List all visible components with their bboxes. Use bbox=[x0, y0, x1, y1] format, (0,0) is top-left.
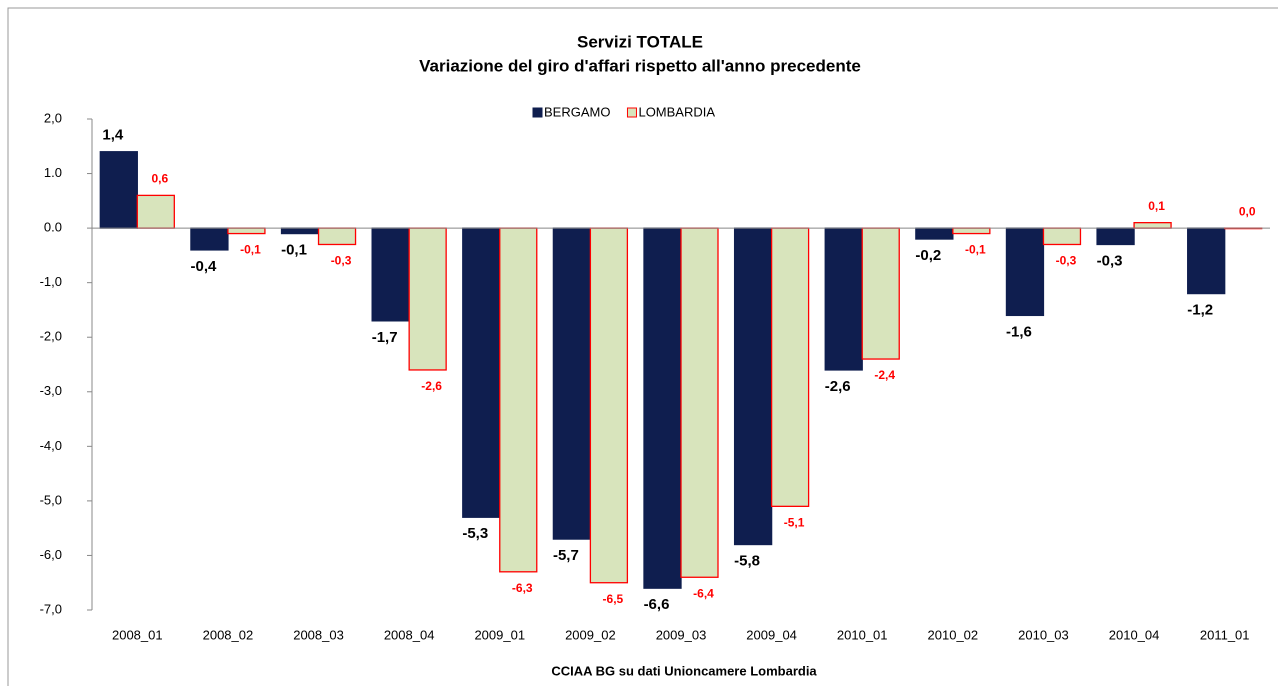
value-label: -0,3 bbox=[1056, 254, 1077, 268]
value-label: -5,7 bbox=[553, 547, 579, 564]
y-tick-label: -7,0 bbox=[40, 601, 62, 616]
chart-subtitle: Variazione del giro d'affari rispetto al… bbox=[419, 56, 861, 75]
y-tick-label: -1,0 bbox=[40, 274, 62, 289]
x-tick-label: 2010_02 bbox=[928, 627, 979, 642]
y-tick-label: -2,0 bbox=[40, 329, 62, 344]
x-tick-label: 2009_03 bbox=[656, 627, 707, 642]
bar bbox=[915, 227, 954, 240]
value-label: -0,1 bbox=[281, 242, 307, 259]
bar bbox=[1005, 227, 1045, 317]
x-tick-label: 2010_04 bbox=[1109, 627, 1160, 642]
bar bbox=[280, 227, 320, 235]
bar bbox=[589, 227, 629, 584]
value-label: -1,7 bbox=[372, 329, 398, 346]
value-label: -2,6 bbox=[421, 379, 442, 393]
y-tick-label: -3,0 bbox=[40, 383, 62, 398]
value-label: -6,5 bbox=[603, 592, 624, 606]
legend-label: BERGAMO bbox=[544, 104, 610, 119]
bar bbox=[1133, 222, 1172, 229]
y-tick-label: 1.0 bbox=[44, 165, 62, 180]
value-label: -0,3 bbox=[1097, 252, 1123, 269]
value-label: 0,0 bbox=[1239, 204, 1256, 218]
x-tick-label: 2010_03 bbox=[1018, 627, 1069, 642]
bar bbox=[190, 227, 229, 251]
bar bbox=[499, 227, 538, 573]
bar bbox=[552, 227, 592, 540]
x-tick-label: 2008_04 bbox=[384, 627, 435, 642]
y-tick-label: -6,0 bbox=[40, 547, 62, 562]
value-label: -1,2 bbox=[1187, 302, 1213, 319]
value-label: -2,4 bbox=[874, 368, 895, 382]
bar bbox=[824, 227, 863, 371]
y-tick-label: 0.0 bbox=[44, 220, 62, 235]
legend-swatch bbox=[532, 107, 543, 118]
bar bbox=[643, 227, 682, 589]
y-tick-label: 2,0 bbox=[44, 110, 62, 125]
legend-label: LOMBARDIA bbox=[638, 104, 715, 119]
x-tick-label: 2011_01 bbox=[1200, 627, 1250, 642]
bar bbox=[770, 227, 810, 507]
bar bbox=[952, 227, 991, 235]
value-label: -5,1 bbox=[784, 516, 805, 530]
bar bbox=[462, 227, 501, 518]
bar bbox=[1096, 227, 1135, 246]
x-tick-label: 2008_03 bbox=[293, 627, 344, 642]
bar bbox=[408, 227, 447, 371]
value-label: 0,1 bbox=[1148, 199, 1165, 213]
value-label: -6,6 bbox=[644, 596, 670, 613]
legend-swatch bbox=[626, 107, 637, 118]
y-tick-label: -4,0 bbox=[40, 438, 62, 453]
x-tick-label: 2009_04 bbox=[746, 627, 797, 642]
value-label: -5,3 bbox=[462, 525, 488, 542]
x-tick-label: 2009_02 bbox=[565, 627, 616, 642]
bar bbox=[733, 227, 773, 546]
value-label: -0,2 bbox=[915, 247, 941, 264]
bar bbox=[861, 227, 900, 360]
x-tick-label: 2008_02 bbox=[203, 627, 254, 642]
chart-frame bbox=[7, 7, 1278, 686]
value-label: -0,1 bbox=[965, 243, 986, 257]
bar bbox=[227, 227, 266, 235]
bar bbox=[317, 227, 357, 246]
value-label: -0,3 bbox=[331, 254, 352, 268]
bar bbox=[136, 194, 175, 229]
value-label: -1,6 bbox=[1006, 323, 1032, 340]
bar bbox=[371, 227, 410, 322]
x-axis-label: CCIAA BG su dati Unioncamere Lombardia bbox=[551, 663, 817, 678]
value-label: 0,6 bbox=[151, 172, 168, 186]
value-label: -0,1 bbox=[240, 243, 261, 257]
value-label: -5,8 bbox=[734, 553, 760, 570]
chart-title: Servizi TOTALE bbox=[577, 32, 703, 51]
value-label: -0,4 bbox=[190, 258, 217, 275]
value-label: -6,4 bbox=[693, 586, 714, 600]
value-label: 1,4 bbox=[102, 127, 124, 144]
y-tick-label: -5,0 bbox=[40, 492, 62, 507]
bar bbox=[1042, 227, 1082, 246]
x-tick-label: 2008_01 bbox=[112, 627, 163, 642]
bar bbox=[1187, 227, 1226, 295]
value-label: -6,3 bbox=[512, 581, 533, 595]
value-label: -2,6 bbox=[825, 378, 851, 395]
bar bbox=[680, 227, 719, 578]
x-tick-label: 2010_01 bbox=[837, 627, 888, 642]
x-tick-label: 2009_01 bbox=[474, 627, 525, 642]
bar bbox=[99, 151, 138, 229]
